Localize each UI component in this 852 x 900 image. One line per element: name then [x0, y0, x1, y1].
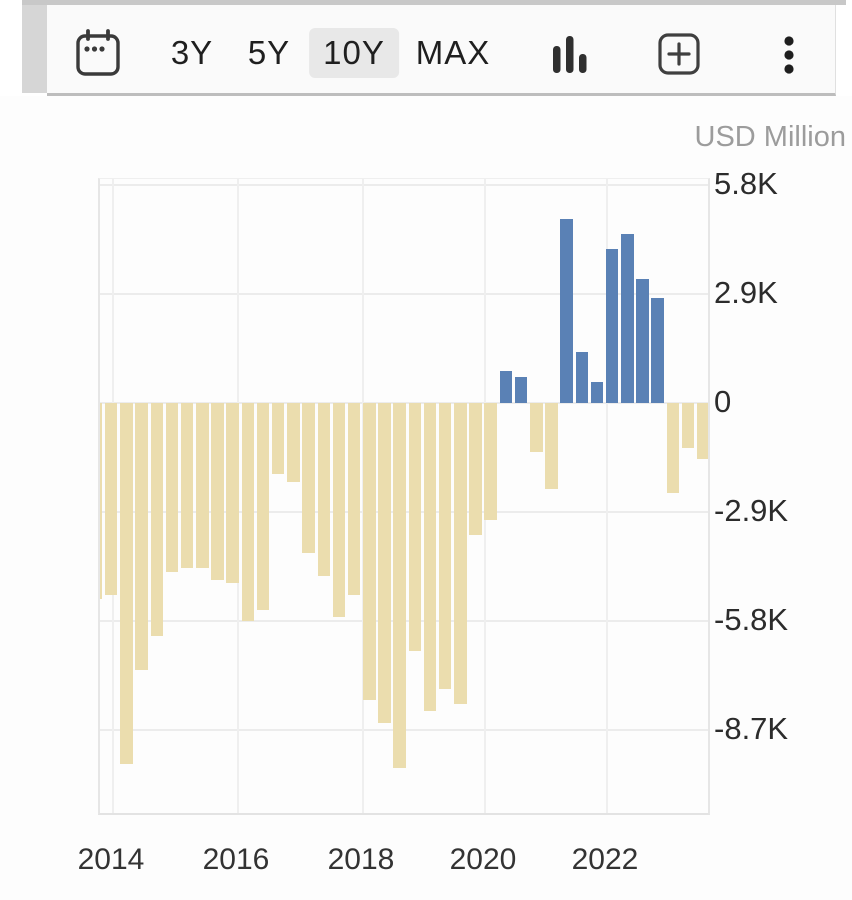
add-chart-icon: [657, 33, 701, 79]
bar-2017-Q2[interactable]: [302, 403, 315, 554]
bar-2021-Q2[interactable]: [545, 403, 558, 490]
y-axis-label: 5.8K: [714, 165, 778, 201]
bar-2018-Q2[interactable]: [363, 403, 376, 701]
bar-2021-Q3[interactable]: [560, 218, 573, 403]
range-button-3y[interactable]: 3Y: [157, 28, 227, 78]
chart-unit-label: USD Million: [694, 121, 846, 153]
bar-2015-Q1[interactable]: [165, 403, 179, 573]
bar-2015-Q3[interactable]: [196, 403, 209, 569]
bar-2020-Q2[interactable]: [484, 403, 497, 520]
y-axis-label: -5.8K: [714, 602, 789, 638]
left-edge-strip: [22, 5, 47, 93]
bar-2020-Q1[interactable]: [469, 403, 482, 535]
bar-2023-Q2[interactable]: [666, 403, 680, 494]
bar-2016-Q1[interactable]: [226, 403, 239, 584]
bar-2019-Q1[interactable]: [408, 403, 422, 652]
x-axis-label: 2020: [449, 843, 517, 876]
calendar-icon: [73, 29, 123, 81]
chart-plot-area[interactable]: [98, 178, 710, 815]
x-gridline: [362, 179, 364, 813]
y-axis-label: -2.9K: [714, 493, 789, 529]
bar-2014-Q2[interactable]: [120, 403, 133, 764]
bar-2017-Q3[interactable]: [317, 403, 330, 576]
y-axis-label: 0: [714, 384, 732, 419]
x-axis-label: 2022: [571, 843, 639, 876]
bar-2019-Q4[interactable]: [454, 403, 467, 704]
calendar-button[interactable]: [73, 28, 123, 78]
bar-2023-Q4[interactable]: [697, 403, 708, 460]
chart-toolbar: 3Y 5Y 10Y MAX: [47, 5, 836, 96]
bar-2014-Q4[interactable]: [150, 403, 164, 637]
bar-2019-Q2[interactable]: [423, 403, 437, 712]
bar-2014-Q1[interactable]: [104, 403, 118, 595]
bar-2018-Q3[interactable]: [378, 403, 391, 723]
bar-2022-Q4[interactable]: [636, 278, 649, 403]
bar-2013-Q4[interactable]: [100, 403, 103, 599]
x-gridline: [606, 179, 608, 813]
bar-2018-Q4[interactable]: [393, 403, 406, 768]
bar-2018-Q1[interactable]: [347, 403, 361, 595]
x-axis-label: 2014: [77, 843, 145, 876]
bar-2019-Q3[interactable]: [438, 403, 452, 689]
bar-2020-Q3[interactable]: [499, 371, 513, 403]
more-options-button[interactable]: [775, 34, 803, 76]
bar-2016-Q2[interactable]: [241, 403, 255, 622]
bar-2022-Q2[interactable]: [605, 248, 619, 403]
chart-type-button[interactable]: [547, 33, 593, 77]
bar-2022-Q3[interactable]: [621, 233, 634, 403]
range-button-5y[interactable]: 5Y: [234, 28, 304, 78]
bar-2020-Q4[interactable]: [514, 376, 528, 403]
y-gridline: [100, 292, 708, 295]
bar-2015-Q4[interactable]: [211, 403, 224, 580]
add-chart-button[interactable]: [657, 32, 701, 76]
bar-2021-Q1[interactable]: [530, 403, 543, 452]
kebab-menu-icon: [775, 36, 803, 79]
bar-2022-Q1[interactable]: [590, 382, 604, 403]
y-axis-label: -8.7K: [714, 711, 789, 747]
top-divider: [22, 0, 846, 5]
y-axis-label: 2.9K: [714, 274, 778, 310]
range-button-10y[interactable]: 10Y: [309, 28, 399, 78]
bar-2017-Q4[interactable]: [332, 403, 346, 618]
x-axis-label: 2018: [327, 843, 395, 876]
bar-2014-Q3[interactable]: [135, 403, 148, 670]
range-button-max[interactable]: MAX: [402, 28, 505, 78]
y-gridline: [100, 183, 708, 186]
bar-chart-type-icon: [547, 36, 593, 80]
x-axis-label: 2016: [202, 843, 270, 876]
bar-2016-Q4[interactable]: [271, 403, 285, 475]
bar-2023-Q1[interactable]: [651, 297, 664, 403]
bar-2016-Q3[interactable]: [256, 403, 270, 610]
bar-2015-Q2[interactable]: [180, 403, 194, 569]
bar-2023-Q3[interactable]: [681, 403, 695, 449]
bar-2017-Q1[interactable]: [287, 403, 300, 482]
bar-2021-Q4[interactable]: [575, 352, 589, 403]
